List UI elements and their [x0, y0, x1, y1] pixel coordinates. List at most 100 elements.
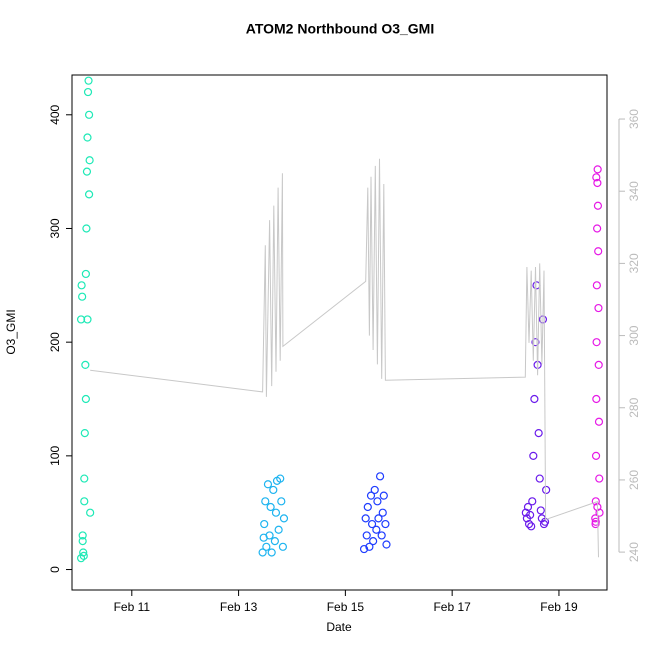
- point: [277, 497, 286, 506]
- point: [591, 517, 600, 526]
- point: [270, 537, 279, 546]
- point: [271, 508, 281, 517]
- point: [372, 525, 381, 534]
- point: [523, 502, 533, 512]
- point: [85, 156, 94, 165]
- point: [591, 514, 600, 523]
- y2-tick-label: 320: [627, 253, 641, 273]
- point: [269, 485, 278, 495]
- x-tick-label: Feb 11: [114, 600, 151, 614]
- point: [594, 417, 604, 426]
- y2-tick-label: 360: [627, 109, 641, 129]
- point: [258, 548, 267, 557]
- chart-title: ATOM2 Northbound O3_GMI: [246, 21, 434, 37]
- point: [593, 201, 603, 210]
- point: [593, 224, 602, 233]
- y2-tick-label: 240: [627, 542, 641, 562]
- point: [84, 190, 94, 199]
- x-tick-label: Feb 17: [433, 600, 471, 614]
- point: [594, 360, 603, 370]
- point: [529, 451, 538, 460]
- point: [276, 474, 285, 483]
- point: [279, 514, 289, 523]
- point: [260, 519, 269, 529]
- y-tick-label: 200: [48, 332, 62, 352]
- point: [366, 491, 376, 500]
- point: [77, 281, 86, 290]
- point: [263, 480, 273, 489]
- line: [90, 158, 599, 558]
- point: [81, 360, 90, 370]
- point: [80, 474, 89, 483]
- point: [373, 497, 382, 506]
- point: [369, 537, 378, 546]
- point: [379, 491, 388, 500]
- y2-tick-label: 280: [627, 397, 641, 417]
- point: [261, 497, 270, 506]
- point: [540, 517, 550, 526]
- point: [542, 485, 551, 495]
- y-tick-label: 400: [48, 104, 62, 124]
- point: [79, 548, 88, 557]
- point: [267, 548, 276, 557]
- point: [76, 554, 86, 563]
- point: [81, 394, 90, 404]
- point: [594, 303, 603, 313]
- point: [377, 531, 386, 540]
- point: [524, 519, 534, 529]
- point: [81, 269, 90, 279]
- point: [374, 514, 383, 523]
- point: [367, 519, 377, 529]
- point: [80, 497, 89, 506]
- point: [362, 531, 371, 540]
- point: [84, 76, 93, 85]
- point: [593, 178, 602, 188]
- point: [262, 542, 271, 551]
- point: [378, 508, 387, 517]
- point: [80, 429, 89, 438]
- point: [83, 315, 92, 324]
- y2-tick-label: 260: [627, 470, 641, 490]
- point: [78, 292, 87, 301]
- point: [370, 485, 379, 495]
- point: [595, 474, 604, 483]
- y2-tick-label: 300: [627, 325, 641, 345]
- point: [521, 508, 530, 517]
- point: [591, 451, 601, 460]
- point: [78, 537, 87, 546]
- point: [526, 510, 535, 520]
- x-tick-label: Feb 13: [220, 600, 258, 614]
- point: [79, 551, 88, 560]
- y-tick-label: 300: [48, 218, 62, 238]
- point: [86, 508, 95, 517]
- x-tick-label: Feb 15: [327, 600, 365, 614]
- point: [375, 472, 385, 481]
- point: [594, 247, 603, 256]
- point: [82, 224, 91, 233]
- point: [84, 110, 94, 119]
- point: [381, 519, 390, 529]
- point: [83, 87, 93, 97]
- point: [592, 338, 601, 347]
- point: [531, 338, 540, 347]
- point: [527, 522, 536, 531]
- point: [592, 394, 601, 404]
- point: [595, 508, 604, 517]
- x-axis-label: Date: [326, 620, 352, 634]
- y-tick-label: 100: [48, 446, 62, 466]
- point: [359, 544, 369, 554]
- y2-tick-label: 340: [627, 181, 641, 201]
- point: [274, 525, 283, 534]
- x-tick-label: Feb 19: [540, 600, 578, 614]
- point: [530, 394, 539, 404]
- y-tick-label: 0: [48, 566, 62, 573]
- point: [534, 429, 543, 438]
- point: [78, 531, 87, 540]
- point: [591, 497, 600, 506]
- point: [363, 502, 372, 512]
- point: [593, 165, 602, 174]
- point: [536, 506, 545, 515]
- point: [592, 173, 601, 182]
